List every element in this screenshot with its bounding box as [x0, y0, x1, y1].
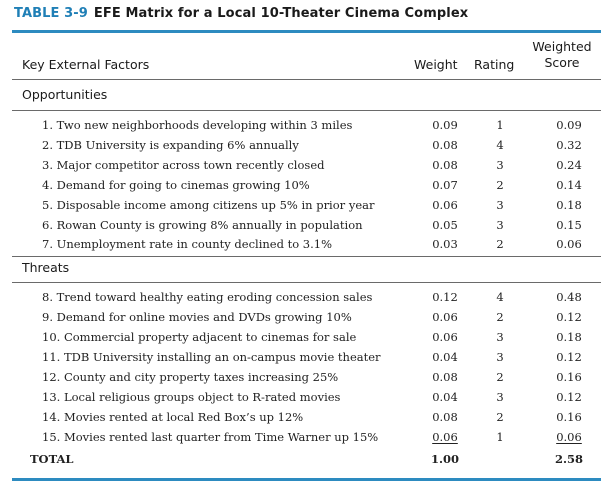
factor-cell: 14. Movies rented at local Red Box’s up … — [42, 410, 304, 424]
score-cell: 0.24 — [556, 157, 582, 172]
factor-cell: 7. Unemployment rate in county declined … — [42, 237, 333, 252]
header-factors: Key External Factors — [22, 57, 150, 72]
rating-cell: 2 — [496, 370, 504, 384]
score-cell: 0.06 — [556, 430, 582, 444]
table-row: 5. Disposable income among citizens up 5… — [12, 196, 601, 215]
factor-cell: 15. Movies rented last quarter from Time… — [42, 430, 379, 444]
header-weighted-line2: Score — [544, 55, 580, 70]
score-cell: 0.12 — [556, 390, 582, 404]
rating-cell: 1 — [496, 430, 504, 444]
table-row: 1. Two new neighborhoods developing with… — [12, 116, 601, 135]
header-weight: Weight — [414, 57, 458, 72]
rating-cell: 3 — [496, 350, 504, 364]
threats-divider — [12, 282, 601, 283]
weight-cell: 0.06 — [432, 310, 458, 324]
total-weight: 1.00 — [430, 452, 459, 466]
total-row: TOTAL 1.00 2.58 — [12, 450, 601, 468]
weight-cell: 0.06 — [432, 430, 458, 444]
table-row: 15. Movies rented last quarter from Time… — [12, 428, 601, 447]
header-rating: Rating — [474, 57, 515, 72]
factor-cell: 11. TDB University installing an on-camp… — [42, 350, 381, 364]
table-caption: EFE Matrix for a Local 10-Theater Cinema… — [93, 6, 469, 21]
weight-cell: 0.06 — [432, 330, 458, 344]
bottom-rule — [12, 478, 601, 481]
score-cell: 0.06 — [556, 237, 582, 252]
rating-cell: 2 — [496, 177, 504, 192]
table-row: 14. Movies rented at local Red Box’s up … — [12, 408, 601, 427]
weight-cell: 0.12 — [432, 290, 458, 304]
factor-cell: 2. TDB University is expanding 6% annual… — [42, 137, 299, 152]
rating-cell: 3 — [496, 217, 504, 232]
table-row: 3. Major competitor across town recently… — [12, 156, 601, 175]
score-cell: 0.14 — [556, 177, 582, 192]
weight-cell: 0.08 — [432, 157, 458, 172]
score-cell: 0.16 — [556, 410, 582, 424]
table-title: TABLE 3-9 EFE Matrix for a Local 10-Theat… — [14, 6, 468, 21]
factor-cell: 6. Rowan County is growing 8% annually i… — [42, 217, 363, 232]
score-cell: 0.18 — [556, 330, 582, 344]
table-row: 7. Unemployment rate in county declined … — [12, 235, 601, 254]
weight-cell: 0.07 — [432, 177, 458, 192]
table-row: 12. County and city property taxes incre… — [12, 368, 601, 387]
weight-cell: 0.08 — [432, 410, 458, 424]
total-label: TOTAL — [30, 452, 74, 466]
factor-cell: 12. County and city property taxes incre… — [42, 370, 339, 384]
weight-cell: 0.04 — [432, 390, 458, 404]
rating-cell: 4 — [496, 137, 504, 152]
rating-cell: 3 — [496, 197, 504, 212]
weight-cell: 0.08 — [432, 137, 458, 152]
weight-cell: 0.08 — [432, 370, 458, 384]
weight-cell: 0.09 — [432, 118, 458, 132]
score-cell: 0.09 — [556, 118, 582, 132]
rating-cell: 3 — [496, 390, 504, 404]
factor-cell: 1. Two new neighborhoods developing with… — [42, 118, 353, 132]
factor-cell: 5. Disposable income among citizens up 5… — [42, 197, 375, 212]
weight-cell: 0.03 — [432, 237, 458, 252]
factor-cell: 10. Commercial property adjacent to cine… — [42, 330, 357, 344]
score-cell: 0.15 — [556, 217, 582, 232]
weight-cell: 0.04 — [432, 350, 458, 364]
factor-cell: 9. Demand for online movies and DVDs gro… — [42, 310, 352, 324]
section-threats: Threats — [22, 260, 70, 275]
table-row: 9. Demand for online movies and DVDs gro… — [12, 308, 601, 327]
total-score: 2.58 — [554, 452, 583, 466]
score-cell: 0.48 — [556, 290, 582, 304]
factor-cell: 8. Trend toward healthy eating eroding c… — [42, 290, 373, 304]
table-number: TABLE 3-9 — [14, 6, 88, 21]
table-row: 13. Local religious groups object to R-r… — [12, 388, 601, 407]
weight-cell: 0.06 — [432, 197, 458, 212]
header-divider — [12, 79, 601, 80]
rating-cell: 1 — [496, 118, 504, 132]
rating-cell: 4 — [496, 290, 504, 304]
rating-cell: 2 — [496, 237, 504, 252]
rating-cell: 2 — [496, 310, 504, 324]
table-row: 4. Demand for going to cinemas growing 1… — [12, 176, 601, 195]
factor-cell: 13. Local religious groups object to R-r… — [42, 390, 341, 404]
opportunities-divider — [12, 110, 601, 111]
score-cell: 0.12 — [556, 350, 582, 364]
rating-cell: 2 — [496, 410, 504, 424]
score-cell: 0.12 — [556, 310, 582, 324]
table-row: 10. Commercial property adjacent to cine… — [12, 328, 601, 347]
score-cell: 0.18 — [556, 197, 582, 212]
table-row: 2. TDB University is expanding 6% annual… — [12, 136, 601, 155]
table-row: 8. Trend toward healthy eating eroding c… — [12, 288, 601, 307]
top-rule — [12, 30, 601, 33]
table-row: 6. Rowan County is growing 8% annually i… — [12, 216, 601, 235]
rating-cell: 3 — [496, 330, 504, 344]
factor-cell: 3. Major competitor across town recently… — [42, 157, 325, 172]
header-weighted-score: Weighted Score — [526, 39, 598, 71]
score-cell: 0.32 — [556, 137, 582, 152]
weight-cell: 0.05 — [432, 217, 458, 232]
rating-cell: 3 — [496, 157, 504, 172]
factor-cell: 4. Demand for going to cinemas growing 1… — [42, 177, 310, 192]
score-cell: 0.16 — [556, 370, 582, 384]
section-opportunities: Opportunities — [22, 87, 108, 102]
table-row: 11. TDB University installing an on-camp… — [12, 348, 601, 367]
threats-divider-top — [12, 256, 601, 257]
header-weighted-line1: Weighted — [532, 39, 592, 54]
